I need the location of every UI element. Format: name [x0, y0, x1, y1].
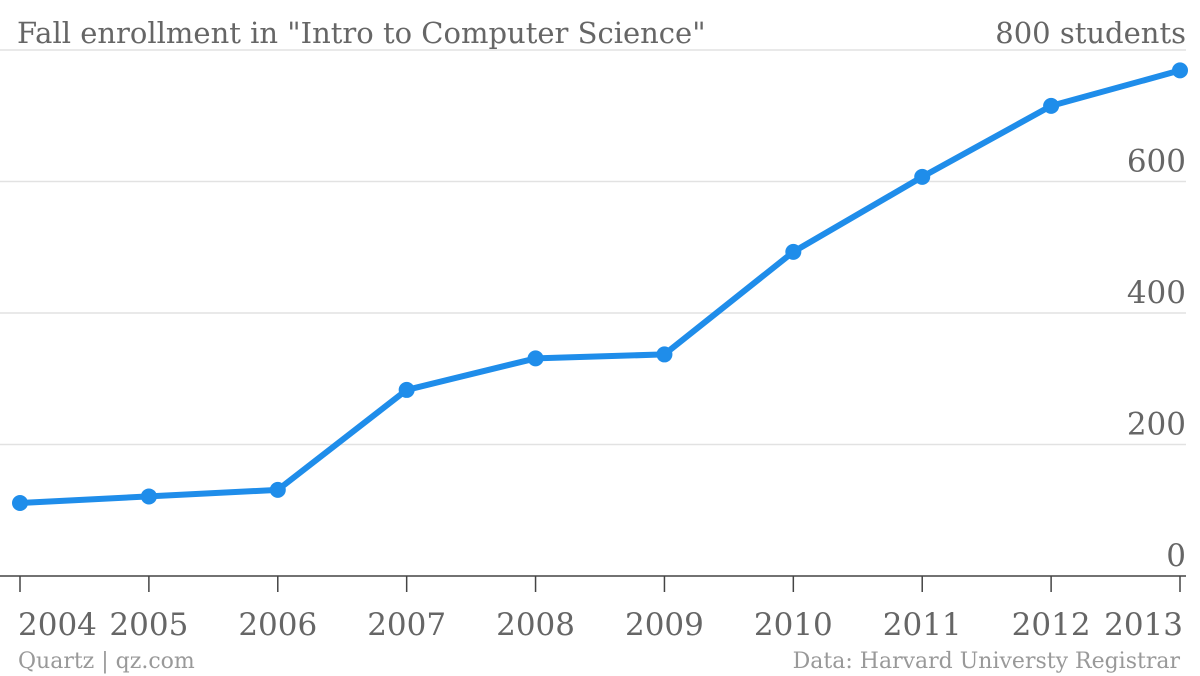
y-tick-label-400: 400 — [1127, 275, 1186, 311]
x-tick-label-2008: 2008 — [496, 607, 575, 643]
gridlines — [0, 49, 1186, 446]
y-tick-label-0: 0 — [1166, 538, 1186, 574]
x-axis-ticks: 2004 2005 2006 2007 2008 2009 2010 2011 2012 2013 — [18, 576, 1183, 643]
chart-title: Fall enrollment in "Intro to Computer Sc… — [17, 16, 706, 50]
data-point-2012 — [1043, 97, 1060, 114]
footer-data-credit: Data: Harvard Universty Registrar — [793, 649, 1181, 674]
series — [12, 62, 1188, 512]
y-axis-unit-label: 800 students — [995, 16, 1186, 50]
data-point-2013 — [1172, 62, 1188, 79]
y-tick-label-600: 600 — [1127, 144, 1186, 180]
data-point-2011 — [914, 168, 931, 185]
data-point-2006 — [269, 481, 286, 498]
y-axis-tick-labels: 0 200 400 600 — [1127, 144, 1186, 575]
data-point-2010 — [785, 243, 802, 260]
data-point-2007 — [398, 381, 415, 398]
data-point-2008 — [527, 350, 544, 367]
footer-source-brand: Quartz | qz.com — [18, 649, 195, 674]
x-tick-label-2007: 2007 — [367, 607, 446, 643]
x-tick-label-2009: 2009 — [625, 607, 704, 643]
x-tick-label-2006: 2006 — [238, 607, 317, 643]
series-line — [17, 67, 1183, 506]
x-tick-label-2004: 2004 — [18, 607, 97, 643]
y-tick-label-200: 200 — [1127, 407, 1186, 443]
x-tick-label-2012: 2012 — [1012, 607, 1091, 643]
data-point-2005 — [140, 488, 157, 505]
x-tick-label-2011: 2011 — [883, 607, 962, 643]
x-tick-label-2010: 2010 — [754, 607, 833, 643]
x-tick-label-2013: 2013 — [1104, 607, 1183, 643]
data-point-2004 — [12, 495, 28, 512]
x-tick-label-2005: 2005 — [109, 607, 188, 643]
data-point-2009 — [656, 346, 673, 363]
